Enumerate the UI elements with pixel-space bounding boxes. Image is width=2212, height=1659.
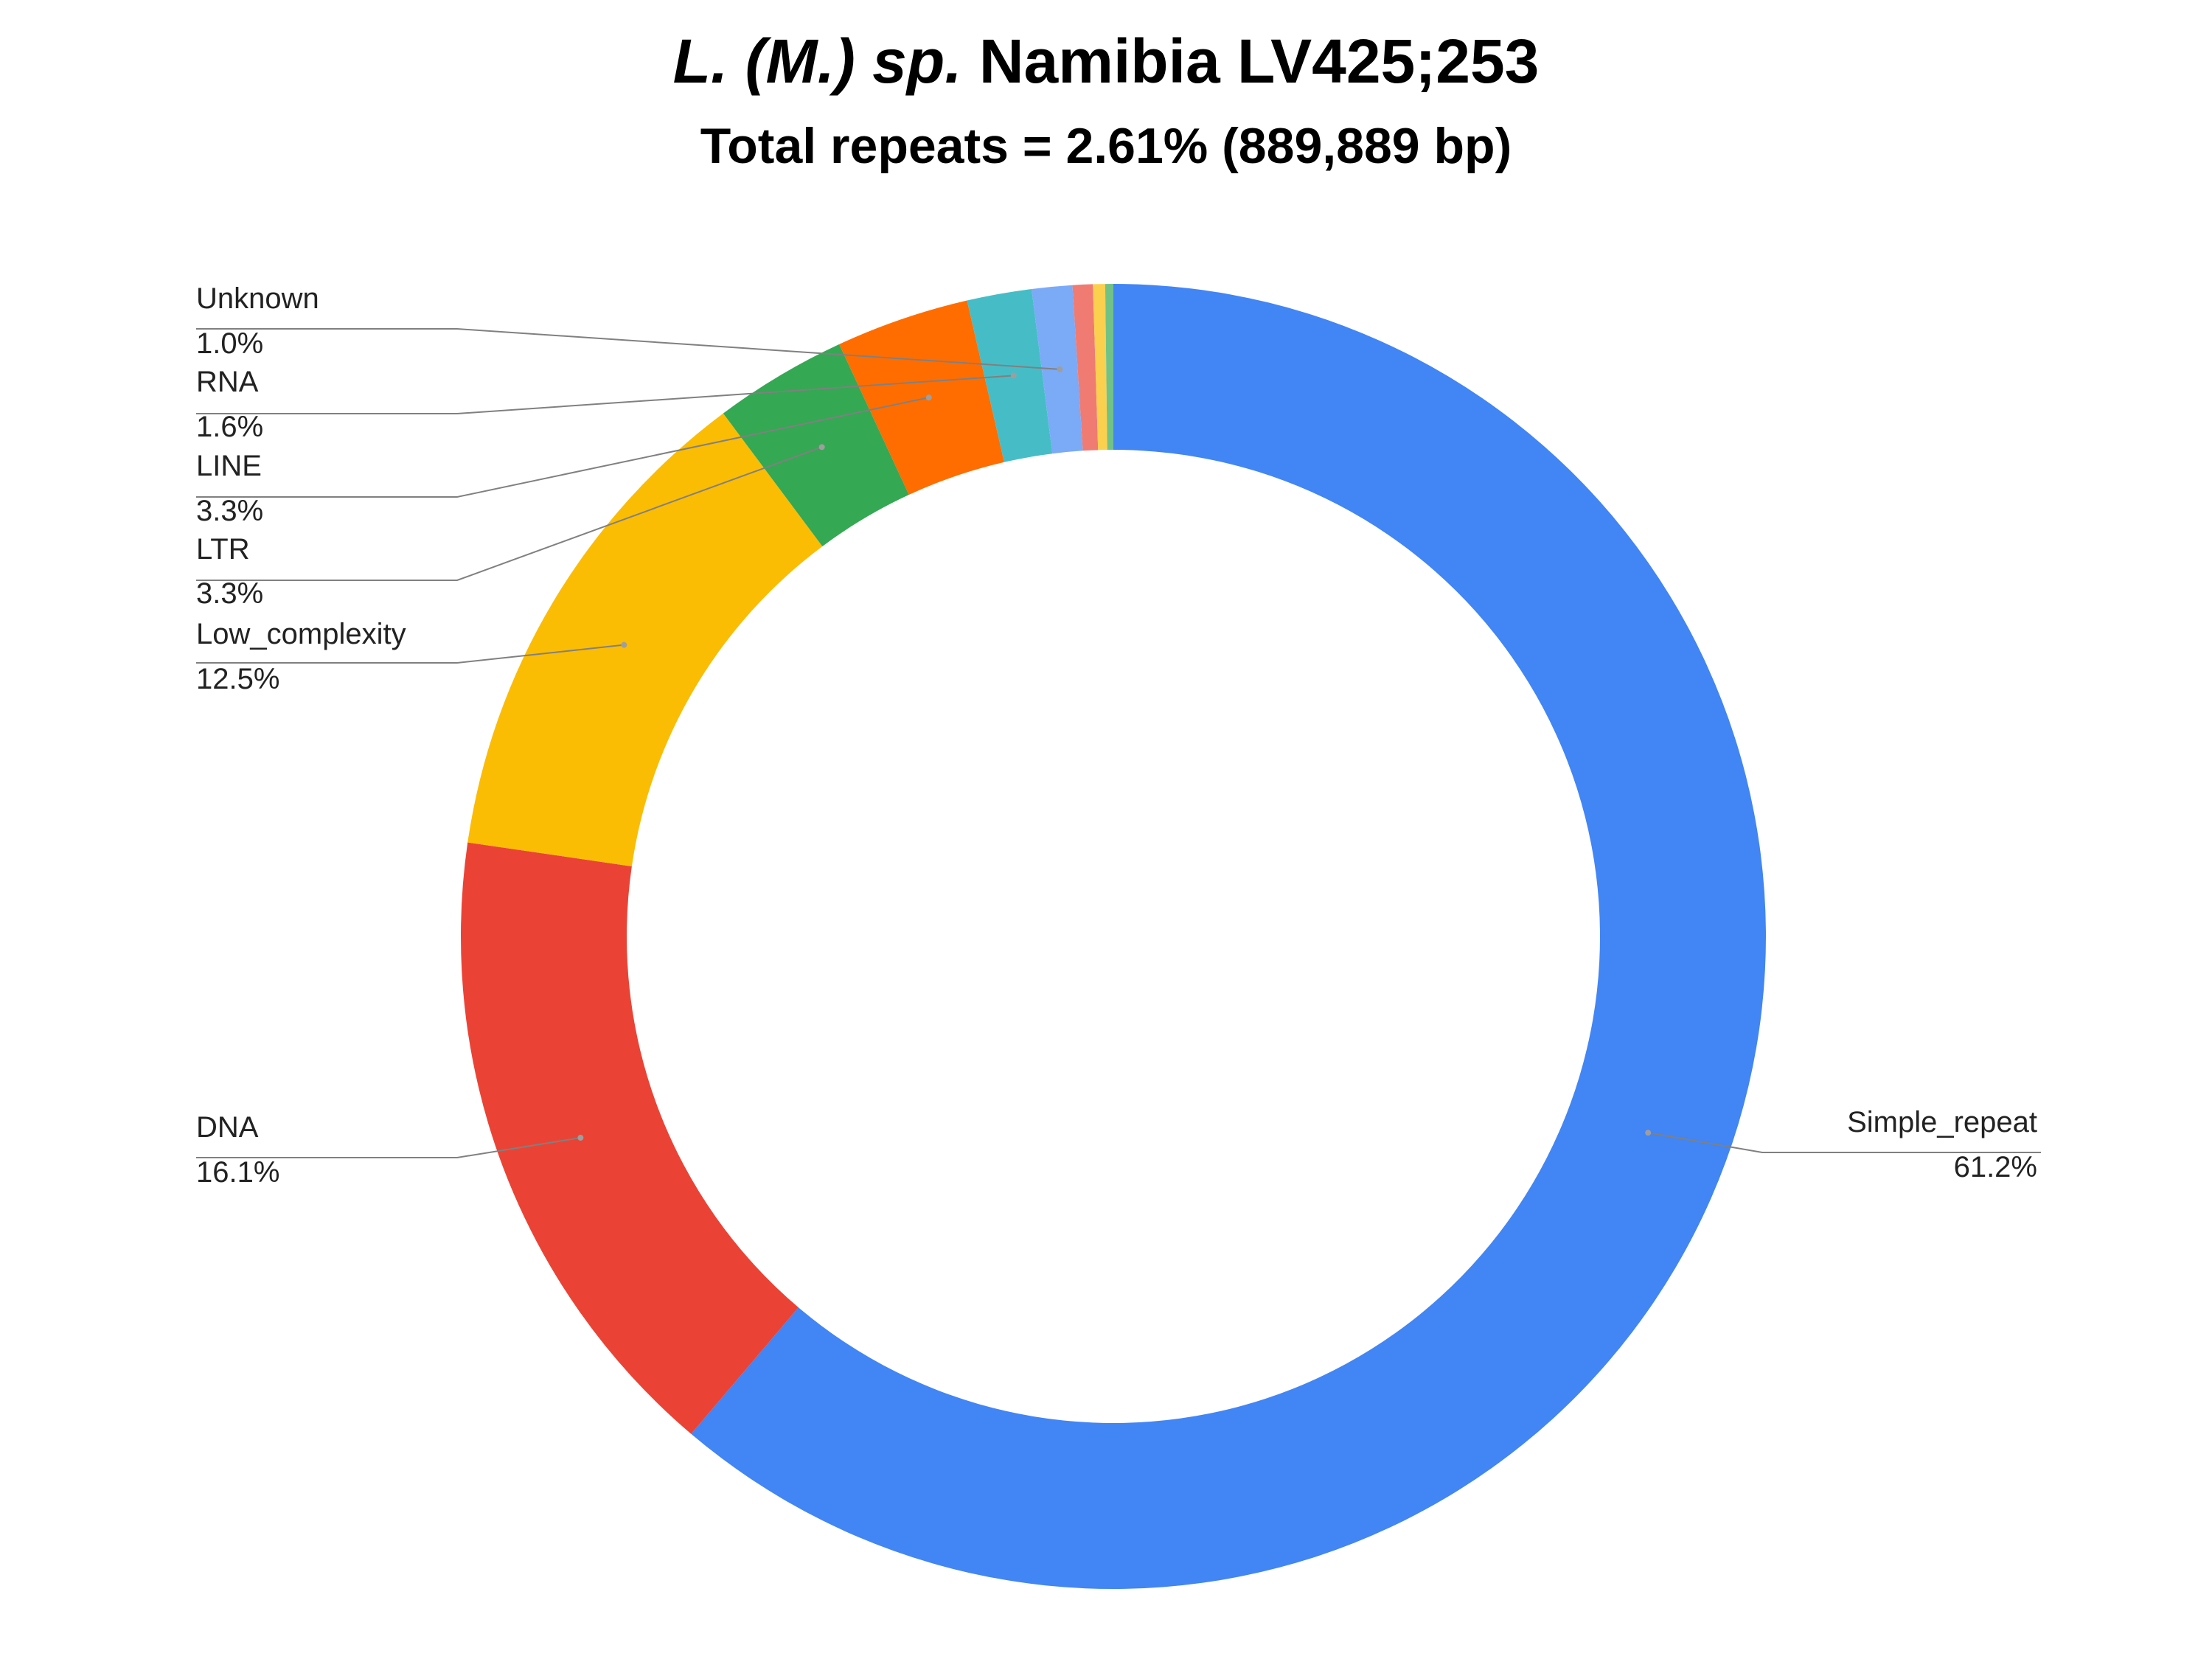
leader-dot-simple-repeat [1645, 1130, 1652, 1136]
slice-value-dna: 16.1% [196, 1156, 279, 1189]
slice-label-low-complexity: Low_complexity [196, 618, 406, 650]
chart-title-block: L. (M.) sp. Namibia LV425;253 Total repe… [0, 21, 2212, 183]
donut-labels: Simple_repeat 61.2% DNA 16.1% Low_complexity… [196, 282, 2041, 1189]
slice-line [839, 300, 1004, 495]
slice-label-dna: DNA [196, 1111, 259, 1144]
slice-label-line: LINE [196, 450, 262, 482]
slice-unlabeled-7 [1072, 284, 1099, 451]
slice-label-ltr: LTR [196, 533, 250, 566]
leader-line-low-complexity [196, 644, 625, 664]
leader-line-unknown [196, 328, 1060, 370]
donut-slices [461, 284, 1767, 1590]
slice-simple-repeat [691, 284, 1767, 1590]
slice-low-complexity [467, 413, 823, 866]
slice-value-unknown: 1.0% [196, 327, 263, 360]
slice-unlabeled-8 [1093, 284, 1107, 451]
slice-label-simple-repeat: Simple_repeat [1847, 1106, 2037, 1138]
leader-dot-low-complexity [621, 641, 627, 648]
leader-line-line [196, 397, 929, 498]
chart-title-italic: L. (M.) sp. [672, 27, 962, 96]
leader-line-dna [196, 1137, 581, 1158]
chart-title: L. (M.) sp. Namibia LV425;253 [0, 21, 2212, 102]
slice-dna [461, 842, 799, 1434]
slice-unlabeled-9 [1105, 284, 1113, 451]
leader-dot-line [925, 394, 932, 401]
chart-subtitle: Total repeats = 2.61% (889,889 bp) [700, 118, 1512, 174]
chart-title-plain: Namibia LV425;253 [978, 27, 1540, 96]
slice-label-unknown: Unknown [196, 282, 319, 315]
leader-dot-rna [1010, 372, 1017, 379]
leader-dot-ltr [818, 444, 825, 451]
leader-line-simple-repeat [1648, 1132, 2041, 1153]
leader-dot-dna [577, 1135, 584, 1141]
slice-value-line: 3.3% [196, 495, 263, 527]
slice-label-rna: RNA [196, 366, 259, 398]
slice-value-rna: 1.6% [196, 411, 263, 443]
slice-value-simple-repeat: 61.2% [1954, 1151, 2037, 1183]
leader-line-rna [196, 375, 1014, 414]
leader-line-ltr [196, 446, 823, 581]
slice-ltr [723, 344, 909, 546]
slice-value-ltr: 3.3% [196, 577, 263, 610]
leader-dot-unknown [1057, 366, 1063, 372]
slice-value-low-complexity: 12.5% [196, 663, 279, 695]
